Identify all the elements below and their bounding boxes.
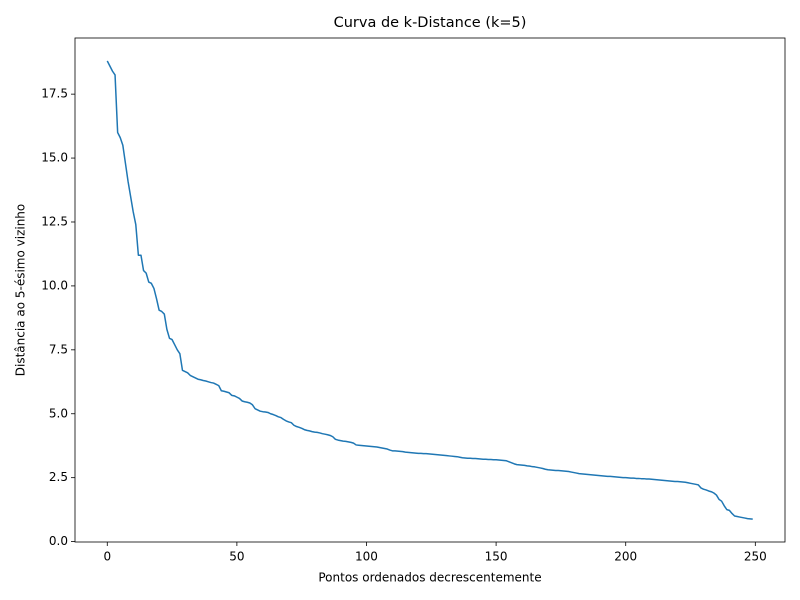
- y-tick-label: 15.0: [41, 151, 68, 165]
- x-tick-label: 150: [485, 550, 508, 564]
- y-tick-label: 7.5: [49, 342, 68, 356]
- y-tick-label: 2.5: [49, 470, 68, 484]
- y-tick-label: 0.0: [49, 534, 68, 548]
- y-axis-label: Distância ao 5-ésimo vizinho: [14, 204, 28, 377]
- y-tick-label: 10.0: [41, 278, 68, 292]
- y-tick-label: 12.5: [41, 214, 68, 228]
- plot-frame: [74, 37, 786, 543]
- y-tick-label: 5.0: [49, 406, 68, 420]
- x-tick-label: 100: [355, 550, 378, 564]
- x-tick-label: 0: [103, 550, 111, 564]
- chart-title: Curva de k-Distance (k=5): [334, 15, 527, 31]
- x-tick-label: 50: [229, 550, 244, 564]
- x-axis-label: Pontos ordenados decrescentemente: [318, 571, 541, 585]
- x-tick-label: 200: [614, 550, 637, 564]
- x-tick-label: 250: [744, 550, 767, 564]
- y-tick-label: 17.5: [41, 87, 68, 101]
- data-line: [106, 60, 753, 520]
